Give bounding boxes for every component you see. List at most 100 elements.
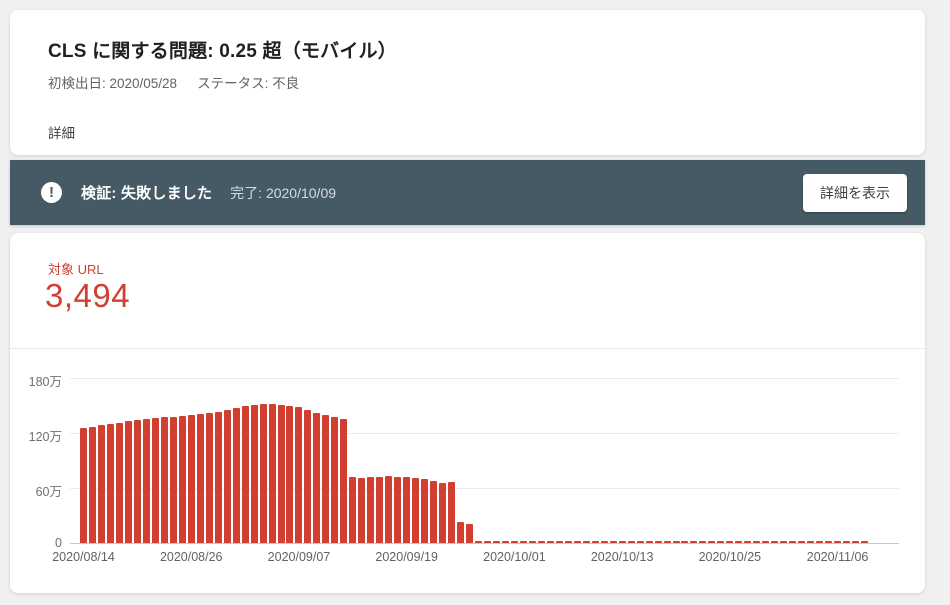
- chart-bar: [115, 422, 123, 543]
- chart-bar: [358, 477, 366, 543]
- chart-bar: [645, 541, 653, 543]
- x-tick-label: 2020/09/19: [375, 550, 438, 564]
- chart-bar: [852, 541, 860, 543]
- chart-bar: [88, 426, 96, 543]
- chart-bar: [277, 404, 285, 543]
- validation-status-text: 検証: 失敗しました: [81, 185, 213, 202]
- chart-bar: [196, 413, 204, 543]
- gridline: [70, 378, 899, 379]
- chart-bar: [232, 408, 240, 543]
- chart-bar: [448, 481, 456, 543]
- chart-bar: [259, 403, 267, 543]
- divider: [10, 348, 925, 349]
- chart-bar: [834, 541, 842, 543]
- chart-bar: [97, 424, 105, 543]
- chart-bar: [780, 541, 788, 543]
- chart-bar: [618, 541, 626, 543]
- chart-bar: [762, 541, 770, 543]
- x-tick-label: 2020/09/07: [267, 550, 331, 564]
- chart-bar: [268, 403, 276, 543]
- x-tick-label: 2020/10/01: [483, 550, 546, 564]
- chart-bar: [214, 411, 222, 543]
- chart-bar: [106, 423, 114, 543]
- affected-urls-card: 対象 URL 3,494 180万 120万 60万 0 2020/08/14 2020…: [10, 233, 925, 593]
- first-detected-date: 初検出日: 2020/05/28: [48, 76, 178, 91]
- chart-bar: [286, 405, 294, 543]
- chart-bar: [708, 541, 716, 543]
- chart-bar: [591, 541, 599, 543]
- chart-bar: [80, 428, 87, 543]
- chart-bar: [816, 541, 824, 543]
- chart-bar: [726, 541, 734, 543]
- chart-bar: [582, 541, 590, 543]
- chart-bar: [717, 541, 725, 543]
- chart-bar: [385, 476, 393, 543]
- chart-bar: [421, 478, 429, 543]
- show-details-button[interactable]: 詳細を表示: [803, 173, 907, 212]
- chart-bar: [466, 523, 474, 543]
- issue-meta: 初検出日: 2020/05/28 ステータス: 不良: [48, 72, 299, 92]
- chart-bar: [133, 420, 141, 543]
- y-tick-label: 180万: [28, 375, 62, 389]
- y-tick-label: 0: [55, 536, 62, 550]
- chart-bar: [681, 541, 689, 543]
- chart-bar: [376, 477, 384, 543]
- chart-bar: [609, 541, 617, 543]
- chart-bar: [403, 477, 411, 543]
- chart-bar: [241, 406, 249, 543]
- chart-bar: [187, 414, 195, 543]
- chart-bar: [313, 412, 321, 543]
- chart-bar: [699, 541, 707, 543]
- validation-banner: ! 検証: 失敗しました 完了: 2020/10/09 詳細を表示: [10, 160, 925, 225]
- x-tick-label: 2020/11/06: [806, 550, 869, 564]
- chart-bar: [636, 541, 644, 543]
- chart-bar: [825, 541, 833, 543]
- chart-bar: [537, 541, 545, 543]
- chart-bar: [771, 541, 779, 543]
- exclamation-icon: !: [41, 182, 62, 203]
- metric-value: 3,494: [45, 277, 131, 314]
- chart-bar: [546, 541, 554, 543]
- chart-bar: [340, 419, 348, 543]
- chart-bar: [169, 416, 177, 543]
- chart-bar: [789, 541, 797, 543]
- chart-bar: [250, 404, 258, 543]
- chart-bar: [151, 418, 159, 543]
- issue-header-card: CLS に関する問題: 0.25 超（モバイル） 初検出日: 2020/05/2…: [10, 10, 925, 155]
- chart-bar: [600, 541, 608, 543]
- chart-bar: [690, 541, 698, 543]
- chart-bar: [331, 417, 339, 543]
- chart-bar: [861, 541, 869, 543]
- y-tick-label: 60万: [35, 485, 62, 499]
- gridline: [70, 543, 899, 544]
- chart-bar: [627, 541, 635, 543]
- status-text: ステータス: 不良: [197, 76, 300, 91]
- chart-bar: [394, 477, 402, 543]
- chart-bar: [807, 541, 815, 543]
- chart-bar: [295, 407, 303, 543]
- page-title: CLS に関する問題: 0.25 超（モバイル）: [48, 41, 397, 62]
- chart-bar: [304, 410, 312, 543]
- chart-bar: [475, 541, 482, 543]
- chart-bar: [555, 541, 563, 543]
- x-tick-label: 2020/08/26: [159, 550, 223, 564]
- chart-bar: [528, 541, 536, 543]
- chart-bar: [654, 541, 662, 543]
- chart-bar: [672, 541, 680, 543]
- chart-bar: [483, 541, 491, 543]
- chart-bar: [798, 541, 806, 543]
- chart-bar: [439, 483, 447, 543]
- x-tick-label: 2020/10/13: [590, 550, 654, 564]
- chart-bar: [205, 412, 213, 543]
- x-tick-label: 2020/08/14: [52, 550, 115, 564]
- chart-bar: [349, 477, 357, 543]
- chart-bar: [735, 541, 743, 543]
- details-heading: 詳細: [48, 126, 75, 141]
- chart-bar: [457, 521, 465, 543]
- chart-bar: [142, 419, 150, 543]
- chart-bar: [124, 421, 132, 543]
- chart-bar: [843, 541, 851, 543]
- chart-bar: [519, 541, 527, 543]
- chart-bar: [501, 541, 509, 543]
- gridline: [70, 488, 899, 489]
